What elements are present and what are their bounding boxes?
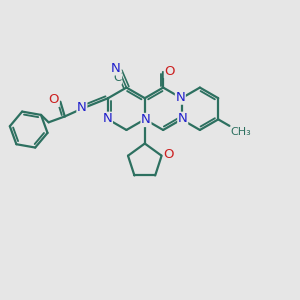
- Text: N: N: [77, 100, 87, 113]
- Text: O: O: [49, 93, 59, 106]
- Text: N: N: [111, 62, 121, 75]
- Text: C: C: [113, 71, 122, 84]
- Text: N: N: [141, 113, 151, 127]
- Text: N: N: [103, 112, 112, 125]
- Text: CH₃: CH₃: [231, 127, 251, 137]
- Text: N: N: [176, 91, 185, 104]
- Text: N: N: [178, 112, 188, 125]
- Text: O: O: [164, 64, 175, 78]
- Text: O: O: [164, 148, 174, 161]
